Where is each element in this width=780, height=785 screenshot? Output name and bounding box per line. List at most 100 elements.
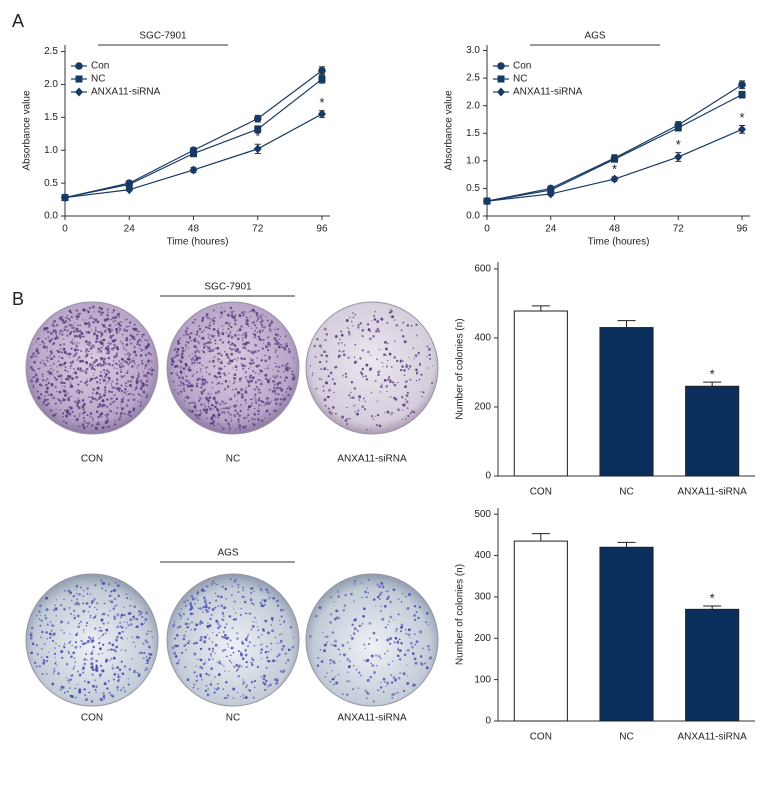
colony [429,358,431,360]
colony [72,339,74,341]
colony [261,319,263,321]
colony [328,375,330,377]
bar [514,541,567,721]
colony [111,364,113,366]
colony [220,311,223,314]
colony [390,396,392,398]
colony [115,400,116,401]
colony [95,399,98,402]
colony [187,678,190,681]
colony [231,662,233,664]
colony [117,322,120,325]
colony [372,335,375,338]
colony [211,681,212,682]
colony [245,399,246,400]
colony [42,403,44,405]
colony [88,351,90,353]
colony [125,319,126,320]
colony [200,636,203,639]
colony [326,361,328,363]
colony [276,660,277,661]
colony [229,322,231,324]
colony [346,658,349,661]
colony [147,630,149,632]
colony [110,648,112,650]
colony [239,414,241,416]
colony [119,668,121,670]
colony [369,638,371,640]
colony [225,588,227,590]
colony [368,328,371,331]
colony [68,594,69,595]
colony [287,394,290,397]
colony [82,425,84,427]
colony [99,627,100,628]
colony [260,383,263,386]
colony [250,367,251,368]
colony [203,346,205,348]
colony [110,591,112,593]
colony [126,372,128,374]
colony [212,581,214,583]
colony [411,646,414,649]
colony [214,375,217,378]
colony [113,673,116,676]
colony [104,603,106,605]
colony [128,393,130,395]
colony [53,670,55,672]
colony [126,330,128,332]
colony [90,400,93,403]
colony [104,386,106,388]
colony [175,348,177,350]
colony [405,596,407,598]
colony [220,361,222,363]
colony [54,604,55,605]
colony [187,347,189,349]
colony [88,396,90,398]
colony [115,412,117,414]
colony [223,329,224,330]
colony [76,376,78,378]
colony [53,633,55,635]
colony [72,356,74,358]
colony [198,343,200,345]
colony [66,353,69,356]
colony [181,352,184,355]
colony [70,674,73,677]
colony [120,637,123,640]
colony [141,336,143,338]
colony [101,310,102,311]
colony [327,369,328,370]
colony [267,381,270,384]
colony [95,426,98,429]
colony [416,371,418,373]
colony [245,654,248,657]
colony [251,664,253,666]
colony [222,341,224,343]
colony [84,382,85,383]
colony [188,380,189,381]
colony [374,311,376,313]
colony [194,603,196,605]
colony [354,580,356,582]
colony [221,636,223,638]
colony [42,374,44,376]
colony [335,366,337,368]
colony [217,605,219,607]
colony [82,406,85,409]
colony [129,415,130,416]
colony [195,598,197,600]
colony [332,406,335,409]
colony [293,374,295,376]
colony [242,596,244,598]
y-tick-label: 1.5 [466,128,480,139]
colony [247,408,249,410]
colony [68,642,70,644]
colony [63,382,65,384]
colony [262,605,264,607]
colony [407,415,409,417]
colony [194,355,197,358]
colony [71,645,73,647]
colony [90,659,92,661]
colony [373,418,374,419]
